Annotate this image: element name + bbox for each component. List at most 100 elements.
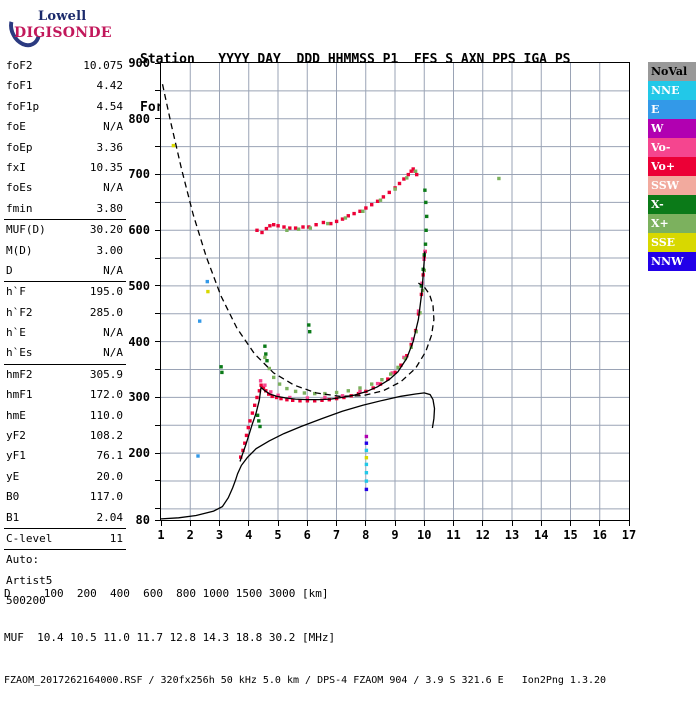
x-axis-tick bbox=[453, 521, 454, 526]
echo-point bbox=[393, 187, 397, 191]
echo-point bbox=[305, 399, 310, 403]
echo-point bbox=[258, 379, 263, 383]
legend-item-e[interactable]: E bbox=[648, 100, 696, 119]
legend-item-sse[interactable]: SSE bbox=[648, 233, 696, 252]
y-axis-label: 300 bbox=[128, 390, 150, 405]
logo-digisonde-text: DIGISONDE bbox=[14, 25, 112, 41]
param-value: 172.0 bbox=[89, 388, 123, 402]
echo-point bbox=[293, 226, 298, 230]
echo-point bbox=[313, 399, 317, 403]
echo-point bbox=[255, 413, 260, 417]
echo-point bbox=[263, 355, 267, 360]
series-electron-density-profile-lower-solid- bbox=[161, 392, 436, 520]
series-second-hop-f2-scatter-x- bbox=[285, 169, 418, 232]
ionogram-canvas[interactable] bbox=[161, 63, 629, 520]
param-value: 10.35 bbox=[89, 160, 123, 174]
param-value: 285.0 bbox=[89, 305, 123, 319]
echo-point bbox=[257, 389, 262, 393]
muf-dashed-curve bbox=[161, 84, 435, 397]
x-axis-tick bbox=[306, 521, 308, 526]
param-value: 2.04 bbox=[96, 510, 124, 524]
param-value: N/A bbox=[103, 181, 123, 195]
param-row-clevel: C-level 11 bbox=[4, 529, 126, 549]
ionogram-plot[interactable] bbox=[160, 62, 630, 521]
y-axis-tick bbox=[155, 257, 160, 259]
param-key: h`Es bbox=[6, 346, 33, 360]
legend-item-nnw[interactable]: NNW bbox=[648, 252, 696, 271]
param-value: 3.80 bbox=[96, 201, 124, 215]
echo-point bbox=[205, 279, 209, 284]
param-row-foes: foEs N/A bbox=[4, 178, 126, 198]
param-value: 4.42 bbox=[96, 79, 124, 93]
param-divider bbox=[4, 219, 126, 221]
param-divider bbox=[4, 281, 126, 283]
echo-point bbox=[396, 365, 400, 370]
echo-point bbox=[423, 188, 427, 192]
echo-point bbox=[352, 211, 356, 216]
legend-item-x[interactable]: X+ bbox=[648, 214, 696, 233]
param-value: 3.00 bbox=[96, 243, 124, 257]
x-axis-label: 13 bbox=[504, 528, 520, 542]
legend-item-ssw[interactable]: SSW bbox=[648, 176, 696, 195]
echo-point bbox=[358, 389, 362, 394]
y-axis-tick bbox=[155, 396, 160, 398]
x-axis-label: 10 bbox=[417, 528, 432, 542]
legend-item-vo[interactable]: Vo+ bbox=[648, 157, 696, 176]
y-axis-tick bbox=[155, 146, 160, 148]
echo-point bbox=[387, 190, 391, 195]
echo-point bbox=[276, 224, 280, 228]
echo-point bbox=[264, 226, 269, 231]
param-key: foEp bbox=[6, 140, 33, 154]
x-axis-tick bbox=[189, 521, 191, 526]
y-axis-tick bbox=[155, 341, 160, 343]
legend-item-vo[interactable]: Vo- bbox=[648, 138, 696, 157]
legend-item-noval[interactable]: NoVal bbox=[648, 62, 696, 81]
echo-point bbox=[268, 224, 272, 228]
x-axis-label: 8 bbox=[362, 528, 370, 542]
echo-point bbox=[343, 216, 348, 220]
echo-point bbox=[364, 441, 369, 445]
echo-point bbox=[399, 363, 403, 367]
param-row-hf2: h`F2 285.0 bbox=[4, 303, 126, 323]
param-value: 195.0 bbox=[89, 285, 123, 299]
x-axis-tick bbox=[511, 521, 513, 526]
x-axis-label: 2 bbox=[186, 528, 194, 542]
x-axis-label: 1 bbox=[157, 528, 165, 542]
echo-point bbox=[263, 383, 267, 387]
echo-point bbox=[274, 395, 279, 400]
echo-point bbox=[375, 199, 380, 203]
y-axis-tick bbox=[155, 285, 160, 287]
echo-point bbox=[248, 419, 252, 423]
param-value: 3.36 bbox=[96, 140, 124, 154]
param-value: 10.075 bbox=[83, 59, 123, 72]
profile-curve bbox=[239, 251, 426, 462]
param-key: h`E bbox=[6, 326, 26, 340]
y-axis-tick bbox=[155, 519, 160, 521]
echo-point bbox=[308, 226, 312, 230]
x-axis-label: 15 bbox=[563, 528, 578, 542]
echo-point bbox=[414, 330, 418, 334]
x-axis-tick bbox=[336, 521, 337, 526]
echo-point bbox=[246, 425, 250, 430]
echo-point bbox=[302, 391, 307, 395]
echo-point bbox=[346, 214, 350, 218]
echo-point bbox=[255, 395, 259, 400]
x-axis-tick bbox=[277, 521, 279, 526]
series-isolated-echoes bbox=[171, 143, 501, 458]
x-axis-label: 4 bbox=[245, 528, 253, 542]
echo-point bbox=[419, 284, 424, 288]
legend-item-x[interactable]: X- bbox=[648, 195, 696, 214]
param-key: h`F2 bbox=[6, 305, 33, 319]
legend-item-nne[interactable]: NNE bbox=[648, 81, 696, 100]
echo-point bbox=[298, 399, 302, 403]
param-value: N/A bbox=[103, 263, 123, 277]
legend-item-w[interactable]: W bbox=[648, 119, 696, 138]
echo-point bbox=[270, 394, 274, 399]
y-axis-label: 700 bbox=[128, 167, 150, 182]
echo-point bbox=[326, 221, 330, 226]
echo-point bbox=[301, 225, 305, 229]
echo-point bbox=[261, 385, 266, 390]
param-value: 76.1 bbox=[96, 449, 124, 463]
echo-point bbox=[288, 395, 292, 400]
y-axis-tick bbox=[155, 313, 160, 315]
